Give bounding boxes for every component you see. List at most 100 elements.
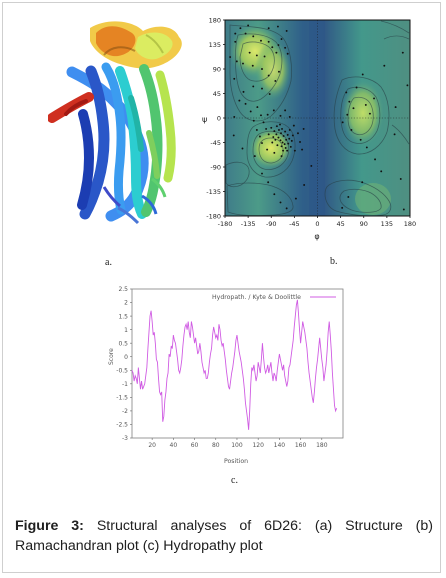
rama-point (399, 178, 402, 180)
rama-point (235, 60, 238, 63)
rama-point (276, 25, 279, 28)
rama-point (266, 148, 269, 151)
left-helix (48, 92, 94, 123)
rama-point (274, 138, 277, 141)
rama-point (292, 124, 295, 127)
rama-point (282, 135, 285, 137)
rama-point (297, 132, 299, 135)
rama-point (361, 181, 364, 184)
rama-y-tick-label: 135 (209, 41, 221, 49)
rama-point (252, 119, 255, 122)
rama-point (280, 145, 283, 148)
rama-point (275, 125, 278, 128)
hydro-x-tick-label: 120 (252, 442, 264, 449)
rama-point (281, 141, 284, 144)
rama-point (277, 136, 280, 139)
rama-point (284, 130, 287, 133)
helix-bundle (66, 62, 176, 222)
rama-point (273, 151, 276, 154)
rama-point (290, 139, 293, 142)
rama-point (341, 206, 344, 209)
rama-point (293, 149, 296, 152)
rama-y-tick-label: 45 (213, 90, 221, 98)
rama-point (255, 54, 258, 57)
hydro-y-tick-label: 0 (124, 354, 128, 361)
rama-point (352, 107, 355, 110)
hydro-y-ticks: 2.5 2 1.5 1 0.5 0 -0.5 -1 -1.5 -2 -2.5 -3 (116, 286, 132, 442)
rama-point (294, 197, 297, 200)
rama-x-tick-label: -45 (289, 220, 300, 228)
rama-point (272, 136, 275, 139)
rama-point (267, 74, 270, 77)
rama-point (350, 129, 353, 131)
rama-point (280, 155, 283, 158)
hydro-y-tick-label: 2 (124, 300, 128, 307)
rama-point (365, 146, 368, 149)
rama-point (286, 52, 289, 55)
hydro-y-tick-label: -1.5 (116, 395, 128, 402)
hydro-x-tick-label: 60 (191, 442, 199, 449)
rama-x-tick-label: -180 (218, 220, 233, 228)
rama-point (272, 109, 275, 112)
rama-point (281, 127, 283, 130)
rama-point (262, 121, 265, 124)
rama-point (275, 51, 278, 54)
rama-point (233, 77, 236, 80)
top-domain (90, 21, 182, 69)
rama-point (234, 40, 237, 43)
rama-point (280, 132, 282, 135)
rama-point (244, 102, 247, 105)
rama-point (361, 73, 364, 76)
rama-point (279, 114, 282, 117)
rama-point (276, 144, 279, 147)
rama-point (271, 46, 274, 49)
hydro-x-ticks: 20 40 60 80 100 120 140 160 180 (148, 438, 328, 449)
rama-point (279, 201, 282, 204)
rama-y-axis-label: ψ (202, 115, 207, 124)
rama-point (364, 103, 367, 106)
rama-point (242, 62, 244, 65)
rama-point (261, 68, 263, 70)
rama-point (402, 208, 405, 211)
bottom-loops (102, 177, 167, 225)
rama-point (299, 141, 301, 143)
rama-point (232, 134, 235, 137)
rama-point (278, 129, 280, 131)
rama-point (265, 127, 268, 130)
rama-x-tick-label: 135 (381, 220, 393, 228)
rama-points (229, 24, 409, 211)
rama-point (279, 123, 281, 126)
rama-point (348, 100, 351, 103)
rama-point (359, 138, 362, 141)
hydro-x-tick-label: 40 (170, 442, 178, 449)
rama-point (242, 90, 245, 93)
rama-point (256, 106, 259, 109)
rama-point (267, 27, 270, 30)
rama-point (266, 113, 269, 116)
rama-point (268, 93, 271, 95)
rama-point (279, 139, 282, 142)
hydro-y-tick-label: -1 (122, 381, 128, 388)
hydro-y-tick-label: 1.5 (118, 313, 128, 320)
rama-point (283, 143, 286, 146)
rama-point (284, 46, 287, 49)
rama-y-tick-label: -90 (210, 164, 221, 172)
rama-point (267, 40, 270, 43)
rama-x-tick-label: 0 (315, 220, 319, 228)
rama-point (247, 24, 250, 27)
hydro-y-tick-label: -3 (122, 435, 128, 442)
rama-point (284, 109, 287, 112)
rama-point (288, 137, 291, 140)
ramachandran-plot: 180 135 90 45 0 -45 -90 -135 -180 -180 -135 -90 -45… (202, 17, 416, 242)
hydro-x-tick-label: 140 (274, 442, 286, 449)
rama-point (249, 110, 252, 113)
rama-x-tick-label: 90 (360, 220, 368, 228)
caption-text: Structural analyses of 6D26: (a) Structu… (15, 518, 433, 554)
rama-point (374, 158, 377, 161)
hydro-y-tick-label: -0.5 (116, 367, 128, 374)
hydropathy-line (131, 299, 338, 430)
rama-point (303, 184, 306, 186)
rama-point (355, 86, 358, 89)
hydro-y-axis-label: Score (108, 348, 115, 365)
panel-c-label: c. (231, 475, 238, 486)
